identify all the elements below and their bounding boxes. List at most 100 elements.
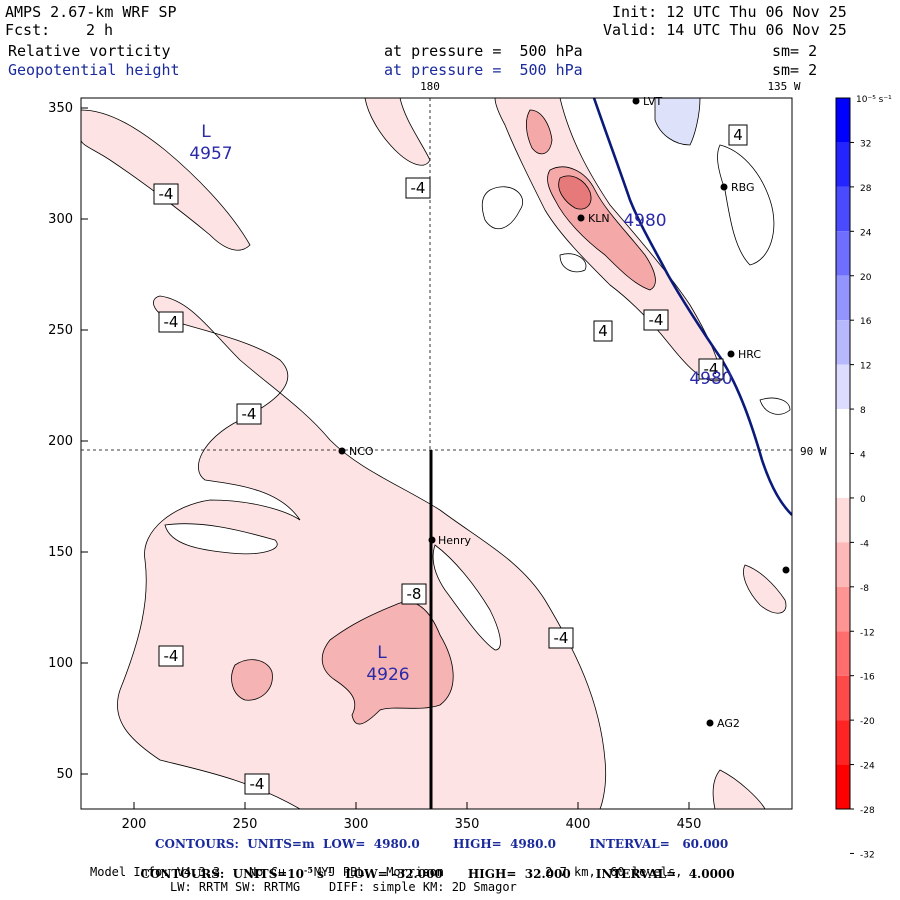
low-value: 4926 bbox=[366, 665, 409, 685]
vort-label: -4 bbox=[153, 183, 179, 205]
colorbar-segment bbox=[836, 98, 850, 143]
colorbar-segment bbox=[836, 586, 850, 632]
vorticity-hole-henry bbox=[432, 544, 501, 651]
y-tick-label: 350 bbox=[48, 101, 73, 116]
vorticity-fills bbox=[81, 98, 791, 809]
vort-label: -4 bbox=[236, 403, 262, 425]
footer-contours-vort-prefix: CONTOURS: UNITS=10 bbox=[140, 867, 304, 881]
vorticity-core-4926 bbox=[321, 601, 454, 725]
y-tick-label: 300 bbox=[48, 212, 73, 227]
colorbar-tick-label: 12 bbox=[860, 362, 871, 372]
colorbar-tick-label: -32 bbox=[860, 850, 875, 860]
vort-label: 4 bbox=[593, 320, 613, 342]
svg-text:-4: -4 bbox=[704, 360, 719, 378]
field2-level: at pressure = 500 hPa bbox=[384, 61, 583, 79]
field2-smooth: sm= 2 bbox=[772, 61, 818, 79]
low-value: 4957 bbox=[189, 144, 232, 164]
colorbar-tick-label: -28 bbox=[860, 806, 875, 816]
colorbar-tick-label: -12 bbox=[860, 628, 875, 638]
field1-level: at pressure = 500 hPa bbox=[384, 42, 583, 60]
vorticity-hole-west bbox=[164, 523, 278, 555]
vorticity-strip-nw bbox=[81, 109, 251, 251]
vorticity-ribbon-top-core bbox=[526, 109, 553, 155]
svg-text:-4: -4 bbox=[164, 313, 179, 331]
footer-contours-vort: CONTOURS: UNITS=10-5 s-1 LOW= -32.000 HI… bbox=[132, 851, 734, 881]
station-label-rbg: RBG bbox=[731, 181, 755, 194]
colorbar-segment bbox=[836, 764, 850, 809]
station-label-ag2: AG2 bbox=[717, 717, 740, 730]
colorbar-tick-label: -8 bbox=[860, 584, 869, 594]
vorticity-band-north bbox=[364, 98, 431, 166]
colorbar-unit-label: 10⁻⁵ s⁻¹ bbox=[856, 95, 892, 105]
vort-label: -4 bbox=[698, 358, 724, 380]
y-tick-label: 100 bbox=[48, 656, 73, 671]
colorbar-tick-label: 4 bbox=[860, 451, 866, 461]
colorbar-tick-label: 32 bbox=[860, 139, 871, 149]
colorbar-tick-label: 20 bbox=[860, 273, 872, 283]
forecast-label: Fcst: bbox=[5, 21, 51, 39]
vorticity-outline-1 bbox=[481, 186, 523, 230]
vort-label: -4 bbox=[405, 177, 431, 199]
field2-name: Geopotential height bbox=[8, 61, 180, 79]
vorticity-blob-w bbox=[231, 659, 273, 701]
colorbar-tick-label: 16 bbox=[860, 317, 872, 327]
svg-text:-4: -4 bbox=[250, 775, 265, 793]
colorbar-tick-label: 24 bbox=[860, 228, 872, 238]
lon-label-90w: 90 W bbox=[800, 445, 827, 458]
colorbar-segment bbox=[836, 231, 850, 276]
station-label-lvt: LVT bbox=[643, 95, 662, 108]
footer-contours-vort-unit: s bbox=[317, 867, 324, 881]
svg-text:-4: -4 bbox=[242, 405, 257, 423]
colorbar-tick-label: -20 bbox=[860, 717, 875, 727]
vort-label: -4 bbox=[548, 627, 574, 649]
height-label: 4980 bbox=[623, 211, 666, 231]
x-tick-label: 350 bbox=[455, 817, 480, 832]
y-tick-label: 50 bbox=[56, 767, 73, 782]
colorbar-segment bbox=[836, 186, 850, 232]
forecast-value: 2 h bbox=[86, 21, 114, 39]
footer-physics: LW: RRTM SW: RRTMG DIFF: simple KM: 2D S… bbox=[170, 880, 517, 894]
colorbar-tick-label: 0 bbox=[860, 495, 866, 505]
lon-label-180: 180 bbox=[420, 80, 440, 93]
x-tick-label: 300 bbox=[344, 817, 369, 832]
height-label: 4980 bbox=[689, 369, 732, 389]
colorbar-segment bbox=[836, 497, 850, 543]
footer-exp1: -5 bbox=[304, 865, 313, 875]
vort-label: 4 bbox=[728, 124, 748, 146]
station-label-nco: NCO bbox=[349, 445, 374, 458]
colorbar-segment bbox=[836, 675, 850, 721]
y-tick-label: 200 bbox=[48, 434, 73, 449]
colorbar-segment bbox=[836, 409, 850, 454]
valid-time: Valid: 14 UTC Thu 06 Nov 25 bbox=[603, 21, 847, 39]
vorticity-outline-3 bbox=[759, 397, 791, 415]
station-marker-henry bbox=[428, 536, 436, 544]
footer-model-info: Model Info: V4.3.3 No Cu MYJ PBL Morriso… bbox=[90, 865, 683, 879]
svg-text:4: 4 bbox=[598, 322, 608, 340]
init-time: Init: 12 UTC Thu 06 Nov 25 bbox=[612, 3, 847, 21]
colorbar-segment bbox=[836, 453, 850, 498]
svg-text:-4: -4 bbox=[554, 629, 569, 647]
svg-text:-4: -4 bbox=[159, 185, 174, 203]
low-letter: L bbox=[201, 122, 211, 142]
station-marker-hrc bbox=[727, 350, 735, 358]
colorbar-segment bbox=[836, 720, 850, 765]
vort-label: -4 bbox=[158, 311, 184, 333]
station-marker-east bbox=[782, 566, 790, 574]
colorbar-segment bbox=[836, 542, 850, 587]
colorbar-segment bbox=[836, 275, 850, 321]
station-marker-nco bbox=[338, 447, 346, 455]
field1-smooth: sm= 2 bbox=[772, 42, 818, 60]
model-title: AMPS 2.67-km WRF SP bbox=[5, 3, 177, 21]
station-marker-rbg bbox=[720, 183, 728, 191]
station-label-hrc: HRC bbox=[738, 348, 761, 361]
x-tick-label: 450 bbox=[677, 817, 702, 832]
footer-exp2: -1 bbox=[323, 865, 333, 875]
colorbar-segment bbox=[836, 364, 850, 410]
colorbar-tick-label: -16 bbox=[860, 673, 875, 683]
lon-label-135w: 135 W bbox=[767, 80, 800, 93]
x-tick-label: 400 bbox=[566, 817, 591, 832]
vort-label: -4 bbox=[244, 773, 270, 795]
low-letter: L bbox=[377, 643, 387, 663]
x-tick-label: 200 bbox=[122, 817, 147, 832]
footer-contours-height: CONTOURS: UNITS=m LOW= 4980.0 HIGH= 4980… bbox=[155, 837, 729, 851]
